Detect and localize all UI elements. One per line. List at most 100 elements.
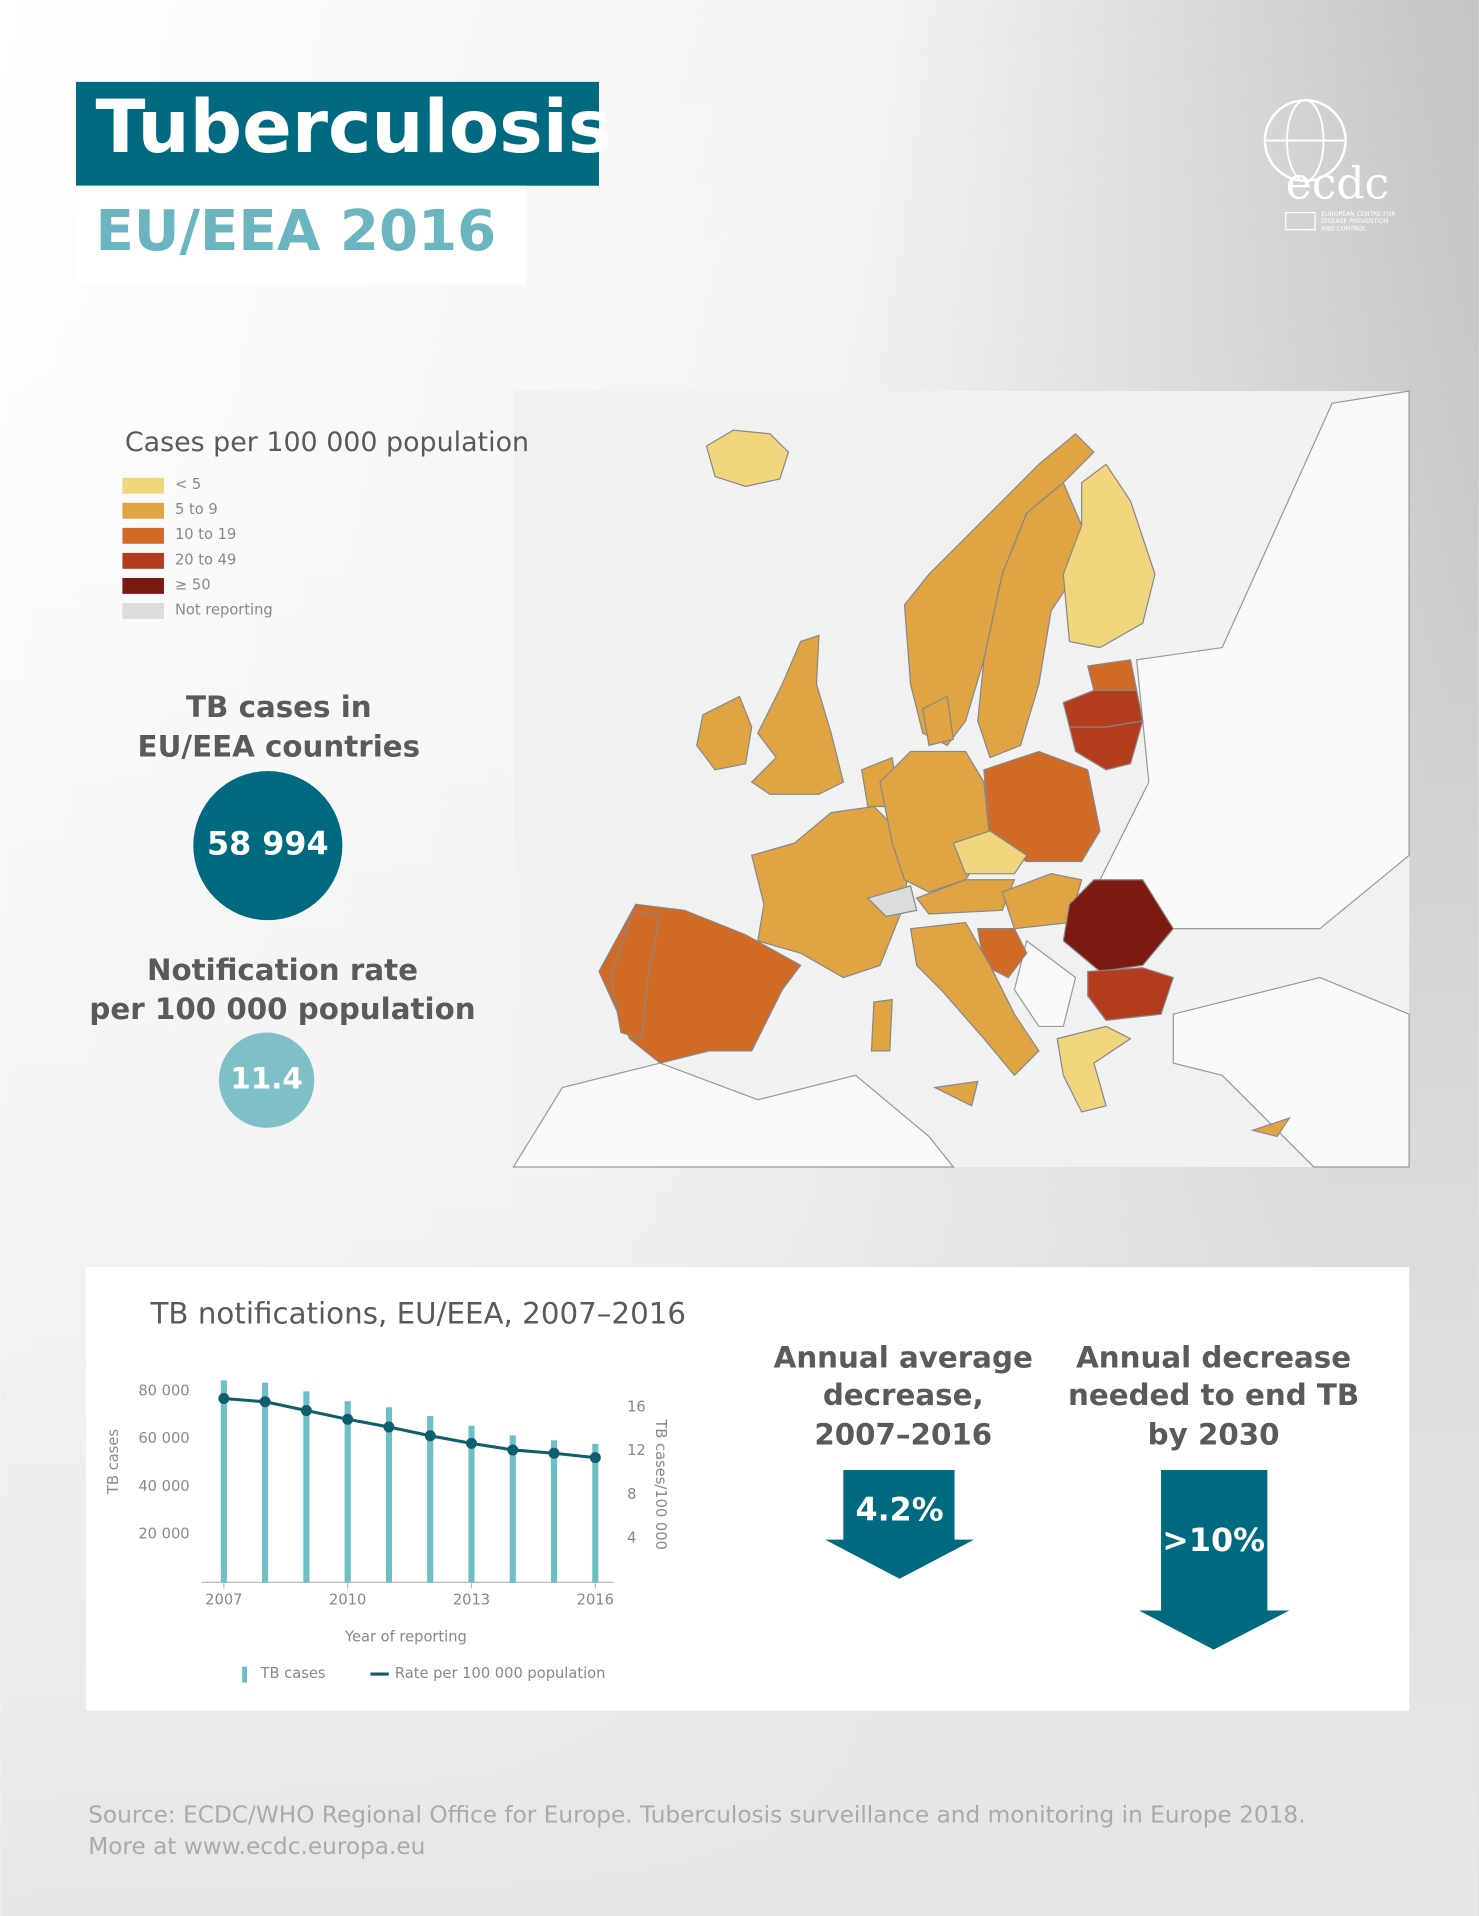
- logo-caption: DISEASE PREVENTION: [1321, 218, 1388, 225]
- line-point: [548, 1447, 560, 1459]
- map-country: [750, 634, 845, 795]
- bar: [385, 1407, 392, 1583]
- map-country: [1087, 967, 1175, 1021]
- y-axis-title: TB cases: [105, 1429, 122, 1495]
- y2-axis-title: TB cases/100 000: [652, 1418, 669, 1550]
- map-country: [1250, 1116, 1291, 1138]
- x-tick-label: 2010: [329, 1592, 366, 1609]
- x-tick-label: 2016: [577, 1592, 614, 1609]
- line-point: [465, 1437, 477, 1449]
- bar: [550, 1440, 558, 1583]
- line-point: [259, 1396, 271, 1408]
- map-country: [1056, 1025, 1132, 1113]
- stat-label: decrease,: [823, 1378, 984, 1412]
- y-tick-label: 20 000: [138, 1526, 189, 1543]
- line-point: [424, 1430, 436, 1442]
- legend-swatch: [122, 477, 164, 494]
- line-point: [300, 1405, 312, 1417]
- legend-label: 20 to 49: [175, 551, 236, 568]
- legend-swatch: [122, 603, 164, 619]
- map-country: [952, 830, 1028, 875]
- bar: [592, 1443, 599, 1583]
- x-tick-label: 2013: [453, 1592, 490, 1609]
- stat-circle: [193, 771, 343, 921]
- line-point: [589, 1452, 601, 1464]
- x-tick-label: 2007: [205, 1592, 242, 1609]
- stat-value: 4.2%: [856, 1493, 944, 1529]
- logo-caption: AND CONTROL: [1321, 226, 1367, 233]
- map-country: [610, 909, 661, 1040]
- arrow: [1139, 1469, 1290, 1650]
- stat-value: 11.4: [230, 1062, 302, 1096]
- title: Tuberculosis: [96, 85, 612, 170]
- map-other-country: [1099, 390, 1410, 930]
- map-country: [705, 429, 790, 487]
- chart-title: TB notifications, EU/EEA, 2007–2016: [150, 1296, 687, 1330]
- map-country: [1062, 463, 1156, 649]
- stat-label: EU/EEA countries: [138, 729, 421, 763]
- logo-text: ecdc: [1286, 158, 1389, 209]
- line-point: [218, 1393, 230, 1405]
- legend-swatch: [122, 577, 164, 594]
- y2-tick-label: 16: [627, 1398, 646, 1415]
- map-country: [866, 885, 918, 918]
- stat-label: Notification rate: [147, 953, 418, 987]
- legend-swatch: [122, 552, 164, 569]
- bar: [468, 1425, 475, 1583]
- map-country: [696, 695, 753, 771]
- stat-value: 58 994: [207, 827, 329, 863]
- line-point: [507, 1444, 519, 1456]
- source: Source: ECDC/WHO Regional Office for Eur…: [88, 1801, 1305, 1828]
- x-axis-title: Year of reporting: [344, 1628, 467, 1645]
- stat-label: Annual decrease: [1076, 1340, 1351, 1374]
- stat-label: per 100 000 population: [89, 992, 475, 1026]
- bar: [427, 1415, 434, 1583]
- bar: [344, 1401, 351, 1583]
- line-point: [342, 1413, 354, 1425]
- legend-label: < 5: [175, 476, 201, 493]
- bar: [509, 1435, 516, 1583]
- legend-label: 5 to 9: [175, 501, 218, 518]
- bar: [303, 1391, 310, 1583]
- logo-caption: EUROPEAN CENTRE FOR: [1321, 211, 1396, 218]
- logo: ecdc EUROPEAN CENTRE FOR DISEASE PREVENT…: [1263, 98, 1396, 233]
- subtitle: EU/EEA 2016: [96, 199, 497, 264]
- legend-swatch: [122, 502, 164, 519]
- y-tick-label: 40 000: [138, 1478, 189, 1495]
- stat-circle: [218, 1032, 315, 1128]
- y2-tick-label: 8: [627, 1486, 636, 1503]
- legend-swatch: [242, 1666, 248, 1683]
- line: [223, 1396, 596, 1460]
- map-country: [932, 1080, 979, 1107]
- stat-label: Annual average: [774, 1340, 1033, 1374]
- legend-label: Not reporting: [175, 601, 273, 618]
- legend-label: ≥ 50: [175, 576, 211, 593]
- y-tick-label: 60 000: [138, 1430, 189, 1447]
- legend-label: Rate per 100 000 population: [395, 1665, 606, 1682]
- bar: [220, 1380, 227, 1583]
- line-point: [383, 1421, 395, 1433]
- subtitle-box: [75, 185, 526, 285]
- map-other-country: [1172, 976, 1410, 1168]
- map-country: [922, 695, 955, 747]
- map-country: [1068, 720, 1144, 771]
- stat-label: TB cases in: [186, 690, 372, 724]
- bar: [262, 1382, 269, 1583]
- map-other-country: [1013, 939, 1077, 1028]
- source: More at www.ecdc.europa.eu: [88, 1833, 425, 1860]
- logo-flag: [1285, 212, 1316, 231]
- legend-swatch: [122, 527, 164, 544]
- title-box: [75, 81, 599, 186]
- stat-label: by 2030: [1148, 1417, 1280, 1451]
- map-other-country: [512, 1062, 955, 1168]
- map-country: [977, 481, 1083, 759]
- legend-label: 10 to 19: [175, 526, 236, 543]
- y2-tick-label: 4: [627, 1530, 636, 1547]
- arrow: [825, 1469, 975, 1579]
- stat-label: 2007–2016: [814, 1417, 992, 1451]
- map-country: [750, 805, 912, 979]
- map-country: [1062, 879, 1175, 973]
- stat-label: needed to end TB: [1068, 1378, 1359, 1412]
